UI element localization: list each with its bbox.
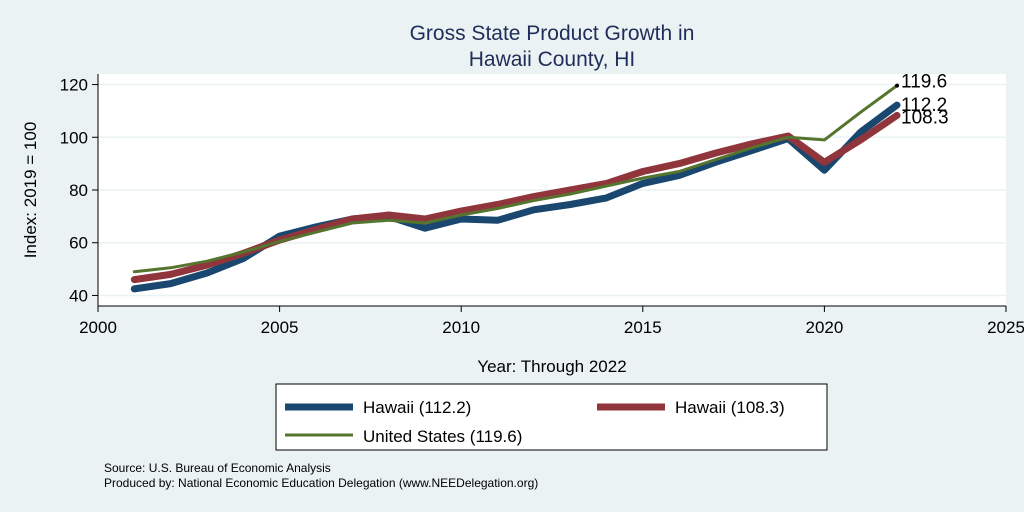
x-axis-label: Year: Through 2022	[477, 357, 626, 376]
y-tick-label: 100	[60, 128, 88, 147]
produced-by-note: Produced by: National Economic Education…	[104, 476, 538, 490]
chart-title-line-1: Gross State Product Growth in	[410, 22, 695, 45]
y-tick-label: 60	[69, 234, 88, 253]
y-tick-label: 120	[60, 76, 88, 95]
end-point-marker	[895, 83, 900, 88]
axis-ticks: 40 60 80 100 120 2000 2005 2010 2015 2020 2025	[60, 76, 1024, 337]
series-line-united-states	[132, 84, 899, 274]
legend-box	[275, 383, 828, 451]
series-lines	[130, 84, 901, 293]
x-tick-label: 2000	[79, 318, 117, 337]
end-label: 119.6	[901, 72, 947, 93]
y-tick-label: 80	[69, 181, 88, 200]
chart-title-line-2: Hawaii County, HI	[469, 48, 636, 71]
legend-label-hawaii-2: Hawaii (108.3)	[675, 398, 785, 417]
x-tick-label: 2010	[442, 318, 480, 337]
x-tick-label: 2020	[805, 318, 843, 337]
x-tick-label: 2015	[624, 318, 662, 337]
x-tick-label: 2025	[987, 318, 1024, 337]
legend-label-hawaii-1: Hawaii (112.2)	[363, 398, 471, 417]
x-tick-label: 2005	[261, 318, 299, 337]
end-label: 112.2	[901, 95, 947, 116]
legend-label-united-states: United States (119.6)	[363, 427, 522, 446]
y-tick-label: 40	[69, 286, 88, 305]
source-note: Source: U.S. Bureau of Economic Analysis	[104, 461, 331, 475]
y-axis-label: Index: 2019 = 100	[21, 122, 40, 259]
end-label: 108.3	[901, 107, 949, 128]
